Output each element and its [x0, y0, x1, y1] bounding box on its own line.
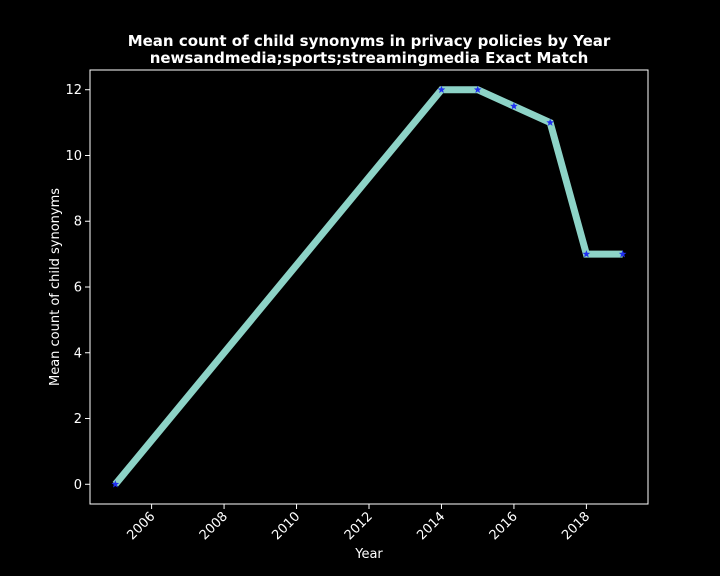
x-tick-label: 2012	[342, 509, 376, 543]
x-tick-label: 2016	[487, 509, 521, 543]
y-tick-label: 10	[65, 149, 82, 164]
data-markers	[111, 85, 627, 488]
data-point-marker	[618, 250, 627, 258]
data-point-marker	[111, 480, 120, 488]
x-tick-label: 2008	[197, 509, 231, 543]
y-tick-label: 0	[74, 478, 82, 493]
x-tick-label: 2010	[269, 509, 303, 543]
y-tick-label: 12	[65, 83, 82, 98]
data-point-marker	[473, 85, 482, 93]
y-tick-label: 4	[74, 346, 82, 361]
data-point-marker	[546, 118, 554, 126]
x-tick-label: 2006	[124, 509, 158, 543]
y-tick-label: 8	[74, 215, 82, 230]
chart-subtitle: newsandmedia;sports;streamingmedia Exact…	[150, 49, 589, 67]
x-tick-label: 2018	[559, 509, 593, 543]
chart-title: Mean count of child synonyms in privacy …	[128, 32, 611, 50]
y-axis-label: Mean count of child synonyms	[48, 188, 63, 386]
x-axis: 2006 2008 2010 2012 2014 2016 2018	[124, 504, 593, 543]
plot-frame	[89, 69, 649, 505]
y-axis: 0 2 4 6 8 10 12	[65, 83, 90, 493]
x-axis-label: Year	[354, 547, 383, 562]
y-tick-label: 2	[74, 412, 82, 427]
data-point-marker	[437, 85, 446, 93]
x-tick-label: 2014	[414, 509, 448, 543]
data-point-marker	[582, 250, 591, 258]
data-point-marker	[510, 102, 518, 110]
series-line	[112, 86, 623, 487]
y-tick-label: 6	[74, 281, 82, 296]
